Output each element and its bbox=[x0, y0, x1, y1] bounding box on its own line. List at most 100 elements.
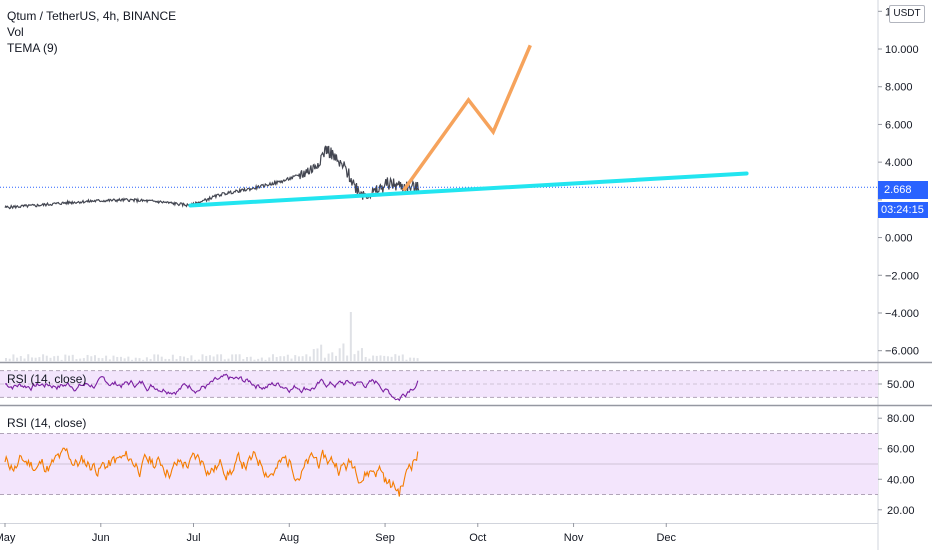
price-tick-label: 0.000 bbox=[885, 233, 913, 245]
volume-bar bbox=[171, 354, 174, 362]
volume-bar bbox=[268, 357, 271, 362]
volume-bar bbox=[93, 355, 96, 362]
volume-bar bbox=[242, 359, 245, 362]
rsi-panel-2: 80.00 60.00 40.00 20.00 bbox=[0, 413, 915, 517]
price-series-line bbox=[4, 145, 420, 210]
volume-bar bbox=[375, 355, 378, 362]
volume-bar bbox=[119, 356, 122, 362]
volume-bar bbox=[205, 355, 208, 362]
volume-bar bbox=[201, 354, 204, 362]
volume-bar bbox=[346, 355, 349, 362]
time-tick-label: May bbox=[0, 532, 16, 544]
time-tick-label: Sep bbox=[375, 532, 395, 544]
time-tick-label: Jun bbox=[92, 532, 110, 544]
volume-bar bbox=[168, 358, 171, 362]
volume-bar bbox=[105, 355, 108, 362]
main-legend: Qtum / TetherUS, 4h, BINANCE Vol TEMA (9… bbox=[7, 8, 176, 56]
volume-bar bbox=[379, 355, 382, 362]
volume-bar bbox=[271, 354, 274, 362]
volume-bar bbox=[412, 357, 415, 362]
price-tick-label: 8.000 bbox=[885, 82, 913, 94]
volume-bar bbox=[320, 344, 323, 362]
volume-bar bbox=[305, 354, 308, 362]
vol-indicator-label[interactable]: Vol bbox=[7, 25, 24, 39]
volume-bar bbox=[335, 355, 338, 362]
volume-bar bbox=[234, 354, 237, 362]
volume-bar bbox=[349, 312, 352, 362]
volume-bar bbox=[294, 355, 297, 362]
volume-bar bbox=[253, 359, 256, 362]
volume-bar bbox=[398, 355, 401, 362]
volume-bar bbox=[186, 358, 189, 362]
volume-bar bbox=[257, 358, 260, 362]
price-tick-label: 4.000 bbox=[885, 157, 913, 169]
symbol-title[interactable]: Qtum / TetherUS, 4h, BINANCE bbox=[7, 9, 177, 23]
time-tick-label: Oct bbox=[469, 532, 486, 544]
volume-bar bbox=[338, 348, 341, 362]
volume-bar bbox=[12, 354, 15, 362]
volume-bar bbox=[416, 358, 419, 362]
price-tick-label: 10.000 bbox=[885, 44, 919, 56]
time-tick-label: Dec bbox=[656, 532, 676, 544]
volume-bar bbox=[16, 357, 19, 362]
volume-bar bbox=[260, 357, 263, 362]
volume-bar bbox=[56, 355, 59, 362]
volume-bar bbox=[38, 357, 41, 362]
volume-bar bbox=[223, 359, 226, 362]
volume-bar bbox=[208, 355, 211, 362]
time-tick-label: Jul bbox=[186, 532, 200, 544]
volume-bar bbox=[301, 356, 304, 362]
volume-bar bbox=[409, 357, 412, 362]
rsi-series-line bbox=[4, 447, 419, 497]
volume-bar bbox=[112, 355, 115, 362]
rsi-panel-1-label[interactable]: RSI (14, close) bbox=[7, 372, 87, 386]
volume-bar bbox=[353, 354, 356, 362]
volume-bar bbox=[175, 358, 178, 362]
volume-bar bbox=[364, 357, 367, 362]
volume-bar bbox=[149, 358, 152, 362]
volume-bar bbox=[86, 354, 89, 362]
volume-bars bbox=[5, 312, 419, 362]
volume-bar bbox=[97, 357, 100, 362]
volume-bar bbox=[394, 354, 397, 362]
last-price-badge: 2.668 bbox=[878, 181, 928, 199]
tema-indicator-label[interactable]: TEMA (9) bbox=[7, 41, 58, 55]
volume-bar bbox=[327, 353, 330, 362]
volume-bar bbox=[164, 358, 167, 362]
volume-bar bbox=[123, 358, 126, 362]
volume-bar bbox=[309, 356, 312, 362]
volume-bar bbox=[27, 354, 30, 362]
volume-bar bbox=[368, 358, 371, 362]
time-tick-label: Nov bbox=[564, 532, 584, 544]
rsi-panel-2-label[interactable]: RSI (14, close) bbox=[7, 416, 87, 430]
support-trendline bbox=[188, 171, 749, 208]
price-tick-label: 6.000 bbox=[885, 119, 913, 131]
volume-bar bbox=[23, 358, 26, 362]
volume-bar bbox=[323, 357, 326, 362]
rsi-tick-label: 80.00 bbox=[887, 413, 915, 425]
volume-bar bbox=[297, 356, 300, 362]
volume-bar bbox=[145, 357, 148, 362]
volume-bar bbox=[290, 358, 293, 362]
rsi-band bbox=[0, 370, 878, 398]
rsi-series-line bbox=[4, 373, 419, 402]
rsi-tick-label: 20.00 bbox=[887, 505, 915, 517]
rsi-tick-label: 50.00 bbox=[887, 379, 915, 391]
volume-bar bbox=[75, 359, 78, 362]
volume-bar bbox=[275, 357, 278, 362]
volume-bar bbox=[264, 359, 267, 362]
rsi-tick-label: 60.00 bbox=[887, 444, 915, 456]
volume-bar bbox=[279, 356, 282, 362]
volume-bar bbox=[49, 357, 52, 362]
volume-bar bbox=[79, 358, 82, 362]
volume-bar bbox=[220, 354, 223, 362]
price-axis: 12.00010.0008.0006.0004.0000.000−2.000−4… bbox=[878, 6, 919, 358]
time-axis: May Jun Jul Aug Sep Oct Nov Dec bbox=[0, 523, 677, 544]
currency-button[interactable]: USDT bbox=[889, 5, 925, 23]
price-tick-label: −6.000 bbox=[885, 346, 919, 358]
volume-bar bbox=[179, 356, 182, 362]
volume-bar bbox=[30, 357, 33, 362]
rsi-panel-1: 50.00 bbox=[0, 370, 915, 402]
volume-bar bbox=[5, 358, 7, 362]
